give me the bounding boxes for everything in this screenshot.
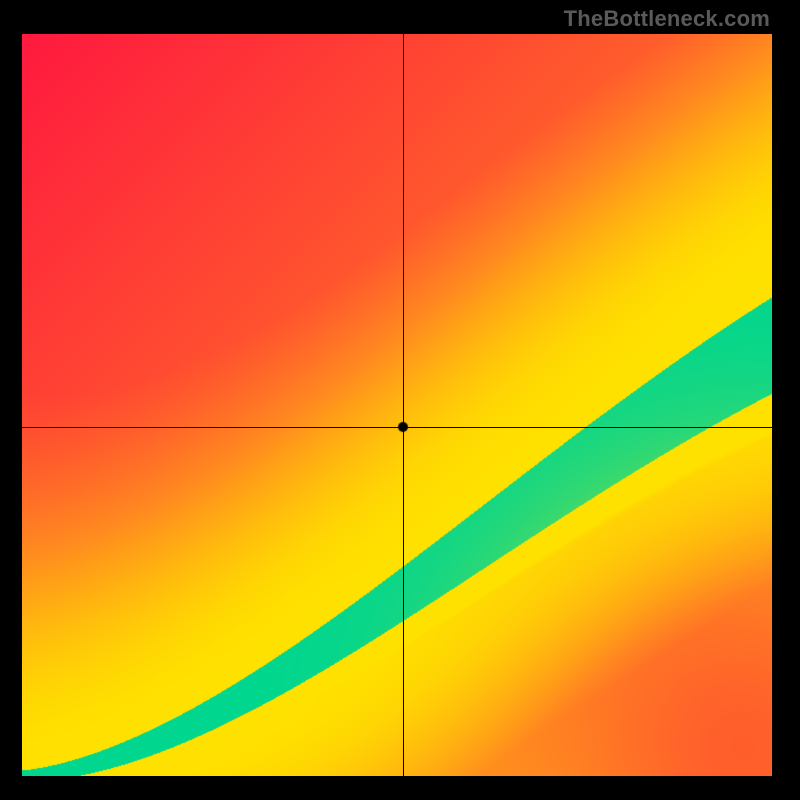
heatmap-plot-area bbox=[22, 34, 772, 776]
heatmap-canvas bbox=[22, 34, 772, 776]
figure-frame: TheBottleneck.com bbox=[0, 0, 800, 800]
crosshair-dot bbox=[397, 421, 409, 433]
crosshair-vertical bbox=[403, 34, 404, 776]
watermark-text: TheBottleneck.com bbox=[564, 6, 770, 32]
